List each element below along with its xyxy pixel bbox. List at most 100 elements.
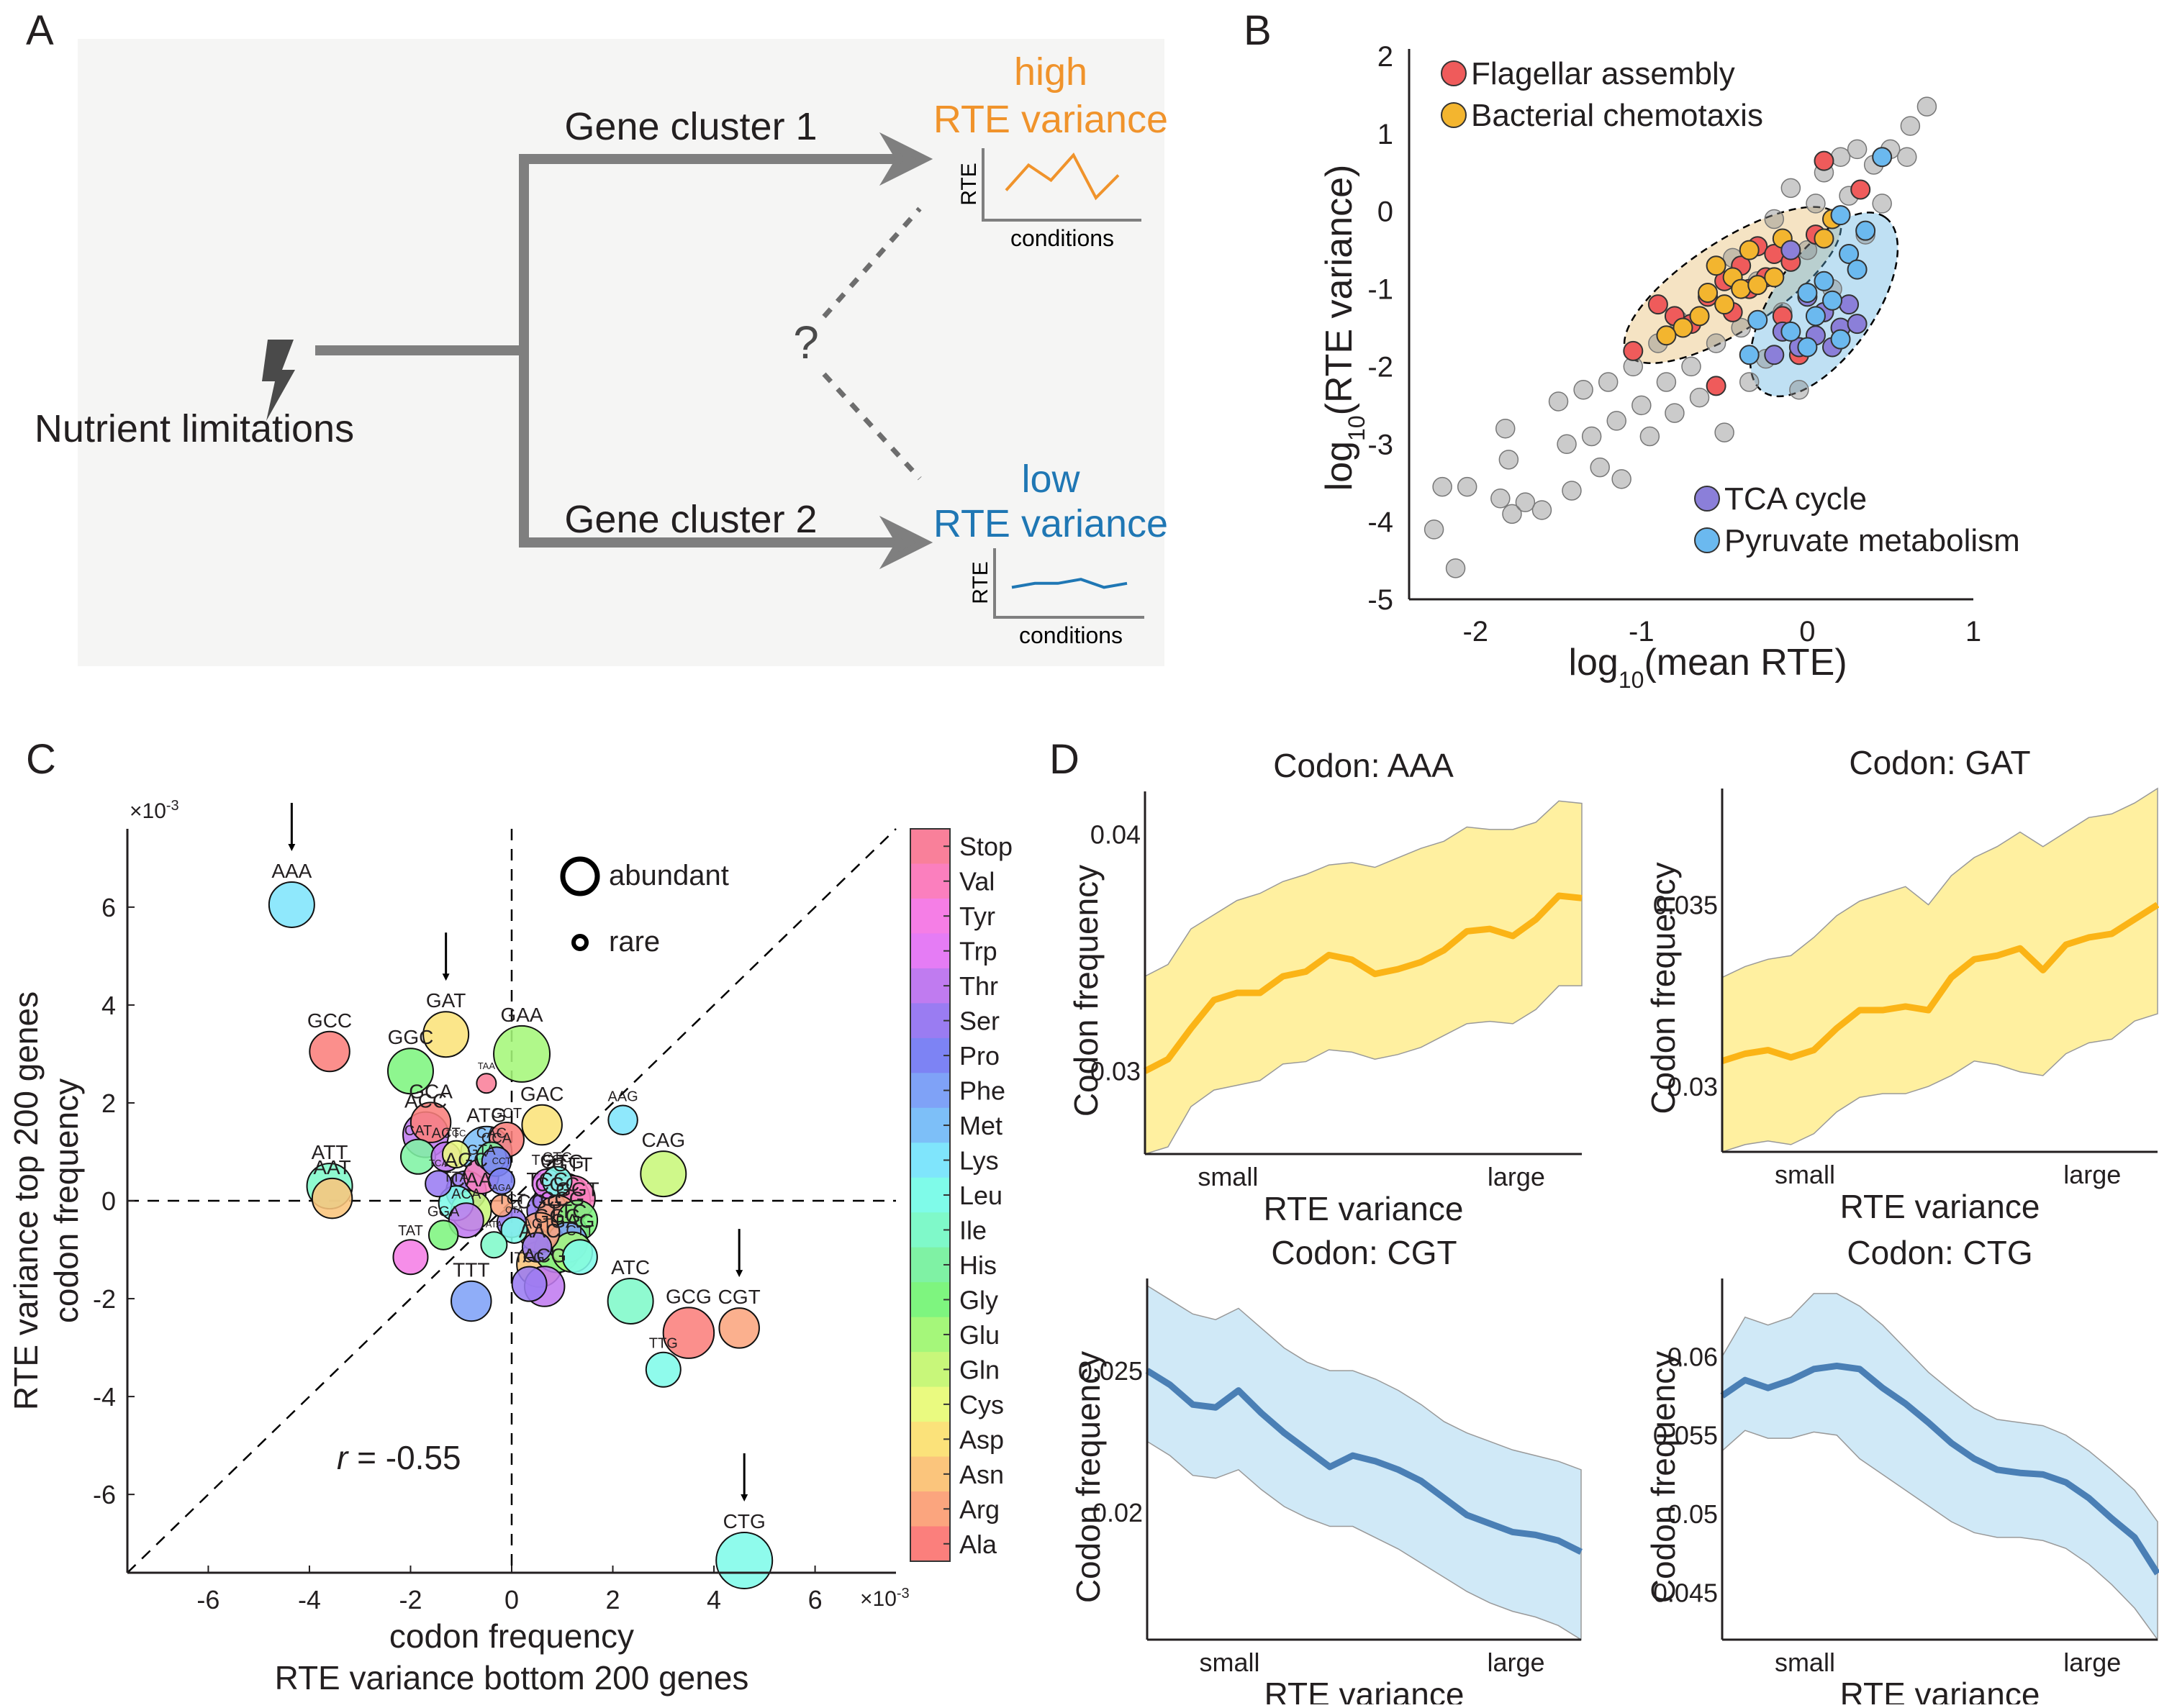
y-tick-label: -2 [93,1284,116,1314]
legend-marker [1694,527,1720,553]
codon-point-ggc [386,1048,434,1095]
background-gene-point [1639,426,1660,447]
y-tick-label: -1 [1367,274,1393,306]
subplot-title: Codon: GAT [1849,744,2030,781]
background-gene-point [1897,147,1917,167]
background-gene-point [1764,209,1785,230]
gene-point-flagellar-assembly [1814,150,1834,171]
subplot-title: Codon: CTG [1847,1234,2032,1271]
codon-label: CCG [540,1187,584,1209]
mean-trend-line [1145,1368,1583,1555]
background-gene-point [1689,387,1710,408]
codon-label: GCT [492,1106,522,1122]
size-legend-abundant-icon [560,856,600,896]
gene-point-flagellar-assembly [1850,179,1871,200]
codon-point-aca [448,1202,484,1239]
codon-label: GAT [426,989,466,1012]
x-tick-label-large: large [1488,1162,1545,1191]
colorbar-swatch [910,898,950,934]
gene-point-pyruvate-metabolism [1830,329,1851,350]
colorbar-swatch [910,1386,950,1422]
y-tick-label: 0.06 [1667,1342,1718,1371]
y-tick-label: 0 [101,1186,116,1216]
codon-scatter-plot-c: GAA GTG CTG ATG CCG GCG AAA GAT GGC ACC CAG ATT GTT A… [7,798,1013,1696]
cluster1-label: Gene cluster 1 [564,105,817,148]
codon-label: GTG [540,1150,584,1173]
y-tick-label: 6 [101,893,116,922]
colorbar-swatch [910,1143,950,1178]
background-gene-point [1916,96,1937,117]
colorbar-swatch [910,1456,950,1492]
codon-point-aat [311,1177,353,1219]
panel-a-background [78,39,1164,666]
gene-point-pyruvate-metabolism [1847,259,1868,280]
cluster2-arrow-head-icon [879,515,933,570]
x-tick-label: 4 [707,1585,721,1614]
y-tick-label: 0.025 [1078,1356,1143,1386]
panel-letter-c: C [26,736,56,783]
gene-point-tca-cycle [1839,294,1860,315]
codon-label: TGC [446,1128,466,1139]
panel-letter-d: D [1049,736,1080,783]
y-tick-label: 1 [1377,119,1393,150]
background-gene-point [1490,489,1511,509]
y-tick-label: -2 [1367,351,1393,383]
codon-label: AGC [444,1149,488,1171]
x-tick-label: 1 [1965,616,1981,648]
colorbar-label: Asp [959,1425,1004,1454]
colorbar-swatch [910,1491,950,1527]
codon-label: AGA [492,1182,512,1193]
high-variance-mini-plot: RTE conditions [957,148,1141,251]
y-tick-label: 0.045 [1653,1578,1718,1607]
codon-point-taa [476,1073,497,1094]
gene-point-pyruvate-metabolism [1822,290,1842,311]
colorbar-label: Asn [959,1460,1004,1489]
codon-label: GCA [409,1080,453,1102]
confidence-band [1146,1284,1582,1641]
gene-point-bacterial-chemotaxis [1698,282,1719,303]
size-legend-rare-icon [571,934,589,951]
background-gene-point [1789,380,1809,400]
codon-label: ACC [404,1090,447,1112]
codon-label: TGG [532,1153,563,1168]
colorbar-swatch [910,1282,950,1318]
codon-point-aag [607,1104,638,1136]
background-gene-point [1706,333,1726,353]
codon-point-gac [521,1104,563,1146]
gene-point-bacterial-chemotaxis [1656,325,1677,346]
trend-subplot-gat: 0.03 0.035 small large RTE variance Codon: GA… [1644,744,2159,1225]
x-tick-label-small: small [1200,1648,1260,1677]
codon-point-agt [521,1232,553,1263]
background-gene-point [1739,372,1760,392]
x-tick-label: 0 [1799,616,1815,648]
background-gene-point [1872,194,1892,214]
background-gene-point [1780,178,1801,199]
y-axis-label-line2: codon frequency [47,1078,85,1323]
gene-point-flagellar-assembly [1623,340,1644,361]
codon-label: CCA [481,1130,512,1146]
background-gene-point [1531,500,1552,520]
codon-label: CAG [641,1129,685,1151]
codon-point-ttt [451,1280,492,1322]
codon-label: GTA [467,1143,496,1158]
x-axis-label-line1: codon frequency [389,1617,634,1655]
y-axis-label-line1: RTE variance top 200 genes [7,991,45,1410]
codon-label: GGC [388,1026,434,1048]
y-tick-label: -4 [93,1382,116,1412]
panel-c: C GAA GTG CTG ATG CCG GCG AAA GAT GGC ACC CAG ATT GT… [7,736,1013,1696]
codon-point-gcg [662,1307,715,1359]
colorbar-swatch [910,1037,950,1073]
codon-label: GGT [556,1178,599,1200]
cluster1-arrow-head-icon [879,132,933,186]
panel-b: B -2 -1 0 1 -5 -4 -3 -2 -1 0 1 2 log10(mean RTE) log1… [1244,7,2020,693]
gene-point-bacterial-chemotaxis [1714,294,1735,315]
x-tick-label-large: large [2063,1648,2121,1677]
gene-point-pyruvate-metabolism [1872,147,1893,168]
codon-label: ATA [486,1219,503,1230]
x-tick-label: -1 [1629,616,1655,648]
scatter-plot-b: -2 -1 0 1 -5 -4 -3 -2 -1 0 1 2 log10(mean RTE) log10(… [1318,41,2020,693]
codon-label: ATT [312,1141,348,1163]
y-tick-label: 0.02 [1092,1498,1143,1527]
legend-label: TCA cycle [1724,481,1867,517]
